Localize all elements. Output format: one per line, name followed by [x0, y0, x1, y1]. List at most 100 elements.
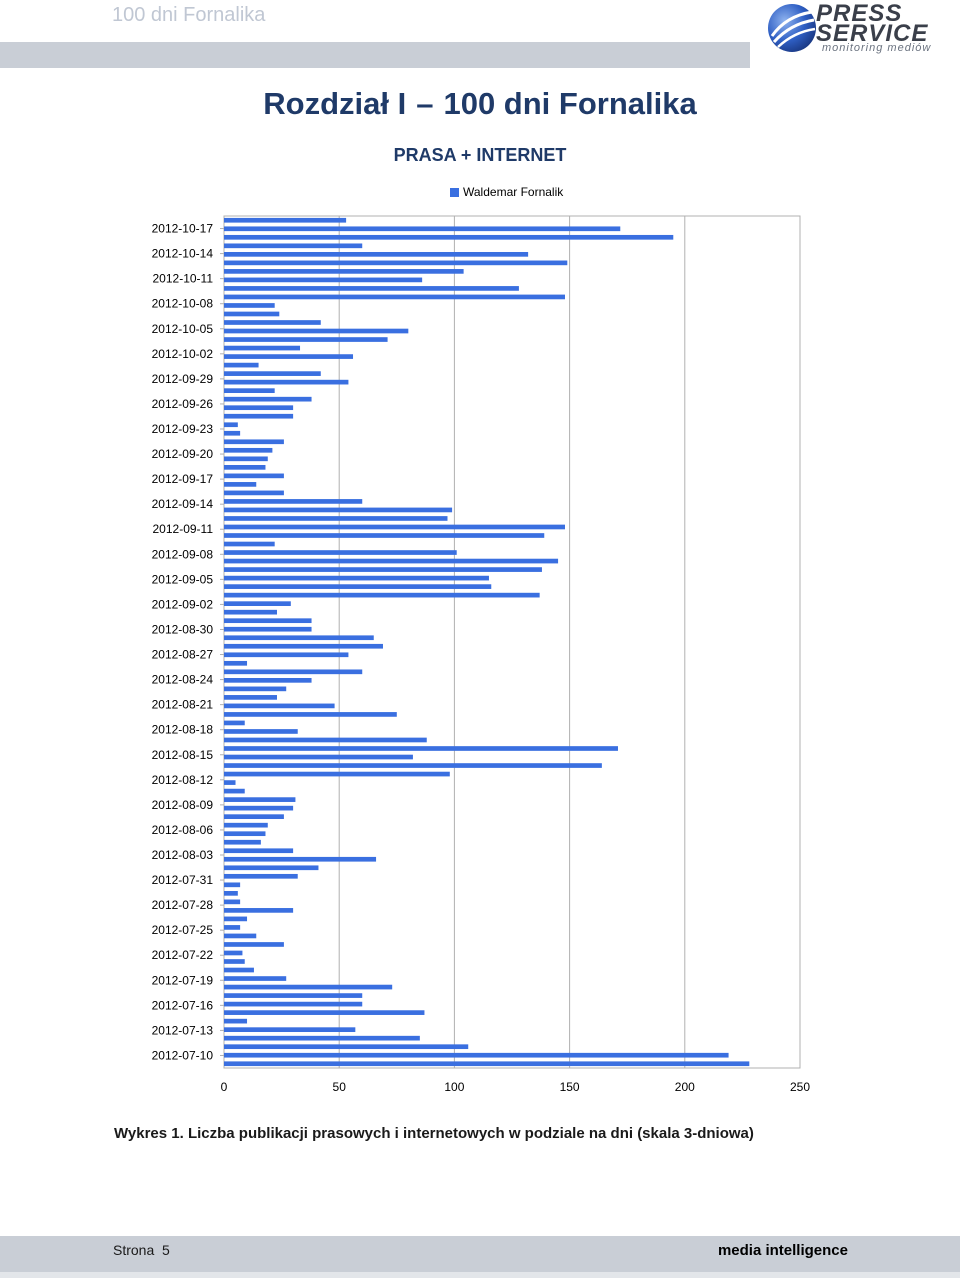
x-tick-label: 0: [221, 1080, 228, 1094]
bar: [224, 354, 354, 359]
bar: [224, 873, 298, 879]
bar: [224, 379, 349, 385]
y-tick-label: 2012-10-08: [152, 297, 214, 311]
bar: [224, 234, 674, 240]
bar: [224, 243, 363, 249]
bar: [224, 482, 257, 487]
bar: [224, 592, 540, 598]
bar: [224, 345, 301, 351]
bar: [224, 320, 321, 325]
chapter-label: Rozdział I: [263, 86, 407, 121]
y-tick-label: 2012-08-21: [152, 698, 214, 712]
bar: [224, 490, 284, 496]
y-tick-label: 2012-09-20: [152, 447, 214, 461]
bar: [224, 277, 423, 283]
bar: [224, 456, 268, 462]
bar: [224, 524, 565, 530]
page-label: Strona: [113, 1242, 155, 1258]
y-tick-label: 2012-09-23: [152, 422, 214, 436]
footer-line: [0, 1272, 960, 1278]
bar: [224, 712, 397, 717]
bar: [224, 882, 241, 888]
bar: [224, 439, 284, 445]
bar: [224, 388, 275, 394]
y-tick-label: 2012-09-17: [152, 472, 214, 486]
bar: [224, 328, 409, 334]
chart-title: PRASA + INTERNET: [393, 145, 567, 165]
bar: [224, 831, 266, 837]
bar: [224, 550, 457, 555]
bar: [224, 575, 489, 581]
y-tick-label: 2012-09-08: [152, 547, 214, 561]
logo-word-service: SERVICE: [816, 20, 929, 47]
bar: [224, 993, 363, 998]
globe-icon: [768, 4, 816, 52]
bar: [224, 413, 294, 419]
bar: [224, 942, 284, 947]
bar: [224, 269, 464, 274]
bar: [224, 1010, 425, 1015]
bar: [224, 1052, 729, 1058]
bar-chart: 0 50 100 150 200 250 2012-10-17 2012-10-14 2012-…: [152, 215, 810, 1094]
bar: [224, 635, 374, 641]
bar: [224, 746, 618, 751]
bar: [224, 1061, 750, 1067]
y-tick-label: 2012-09-11: [153, 522, 214, 536]
chart-legend: Waldemar Fornalik: [450, 185, 563, 199]
y-tick-label: 2012-09-26: [152, 397, 214, 411]
y-tick-label: 2012-10-14: [152, 247, 214, 261]
bar: [224, 396, 312, 402]
bar: [224, 643, 383, 649]
bar: [224, 516, 448, 521]
y-tick-label: 2012-09-05: [152, 572, 214, 586]
bar: [224, 541, 275, 547]
bar: [224, 337, 388, 342]
bar: [224, 1027, 356, 1033]
bar: [224, 217, 347, 223]
y-tick-label: 2012-07-31: [152, 873, 214, 887]
bar: [224, 695, 277, 700]
y-tick-label: 2012-08-12: [152, 773, 214, 787]
bar: [224, 362, 259, 368]
bar: [224, 447, 273, 453]
bar: [224, 311, 280, 317]
y-tick-label: 2012-10-17: [152, 222, 214, 236]
bar: [224, 729, 298, 734]
y-tick-label: 2012-09-02: [152, 597, 214, 611]
bar: [224, 950, 243, 956]
x-tick-label: 100: [444, 1080, 464, 1094]
legend-swatch: [450, 187, 459, 197]
bar: [224, 601, 291, 607]
footer-bar: [0, 1236, 960, 1272]
bar: [224, 899, 241, 905]
bar: [224, 251, 529, 257]
bar: [224, 890, 238, 896]
bar: [224, 916, 248, 922]
chapter-dash: –: [416, 86, 434, 121]
y-tick-label: 2012-07-19: [152, 973, 214, 987]
bar: [224, 771, 450, 777]
press-service-logo: PRESS SERVICE monitoring mediów: [766, 2, 952, 54]
legend-entry: Waldemar Fornalik: [463, 185, 564, 199]
bar: [224, 959, 245, 964]
y-tick-label: 2012-08-27: [152, 648, 214, 662]
header-bar: [0, 42, 750, 68]
y-tick-label: 2012-08-03: [152, 848, 214, 862]
bar: [224, 933, 257, 939]
y-tick-label: 2012-08-06: [152, 823, 214, 837]
bar: [224, 294, 565, 300]
y-tick-label: 2012-09-14: [152, 497, 214, 511]
bar: [224, 976, 287, 981]
y-tick-label: 2012-08-09: [152, 798, 214, 812]
bar: [224, 464, 266, 470]
bar: [224, 499, 363, 504]
bar: [224, 473, 284, 479]
bar: [224, 584, 492, 589]
y-tick-label: 2012-07-22: [152, 948, 214, 962]
logo-word-press: PRESS: [816, 0, 903, 27]
logo-subtitle: monitoring mediów: [822, 42, 932, 54]
bar: [224, 286, 519, 291]
bar: [224, 660, 248, 666]
bar: [224, 533, 545, 538]
y-tick-label: 2012-10-05: [152, 322, 214, 336]
